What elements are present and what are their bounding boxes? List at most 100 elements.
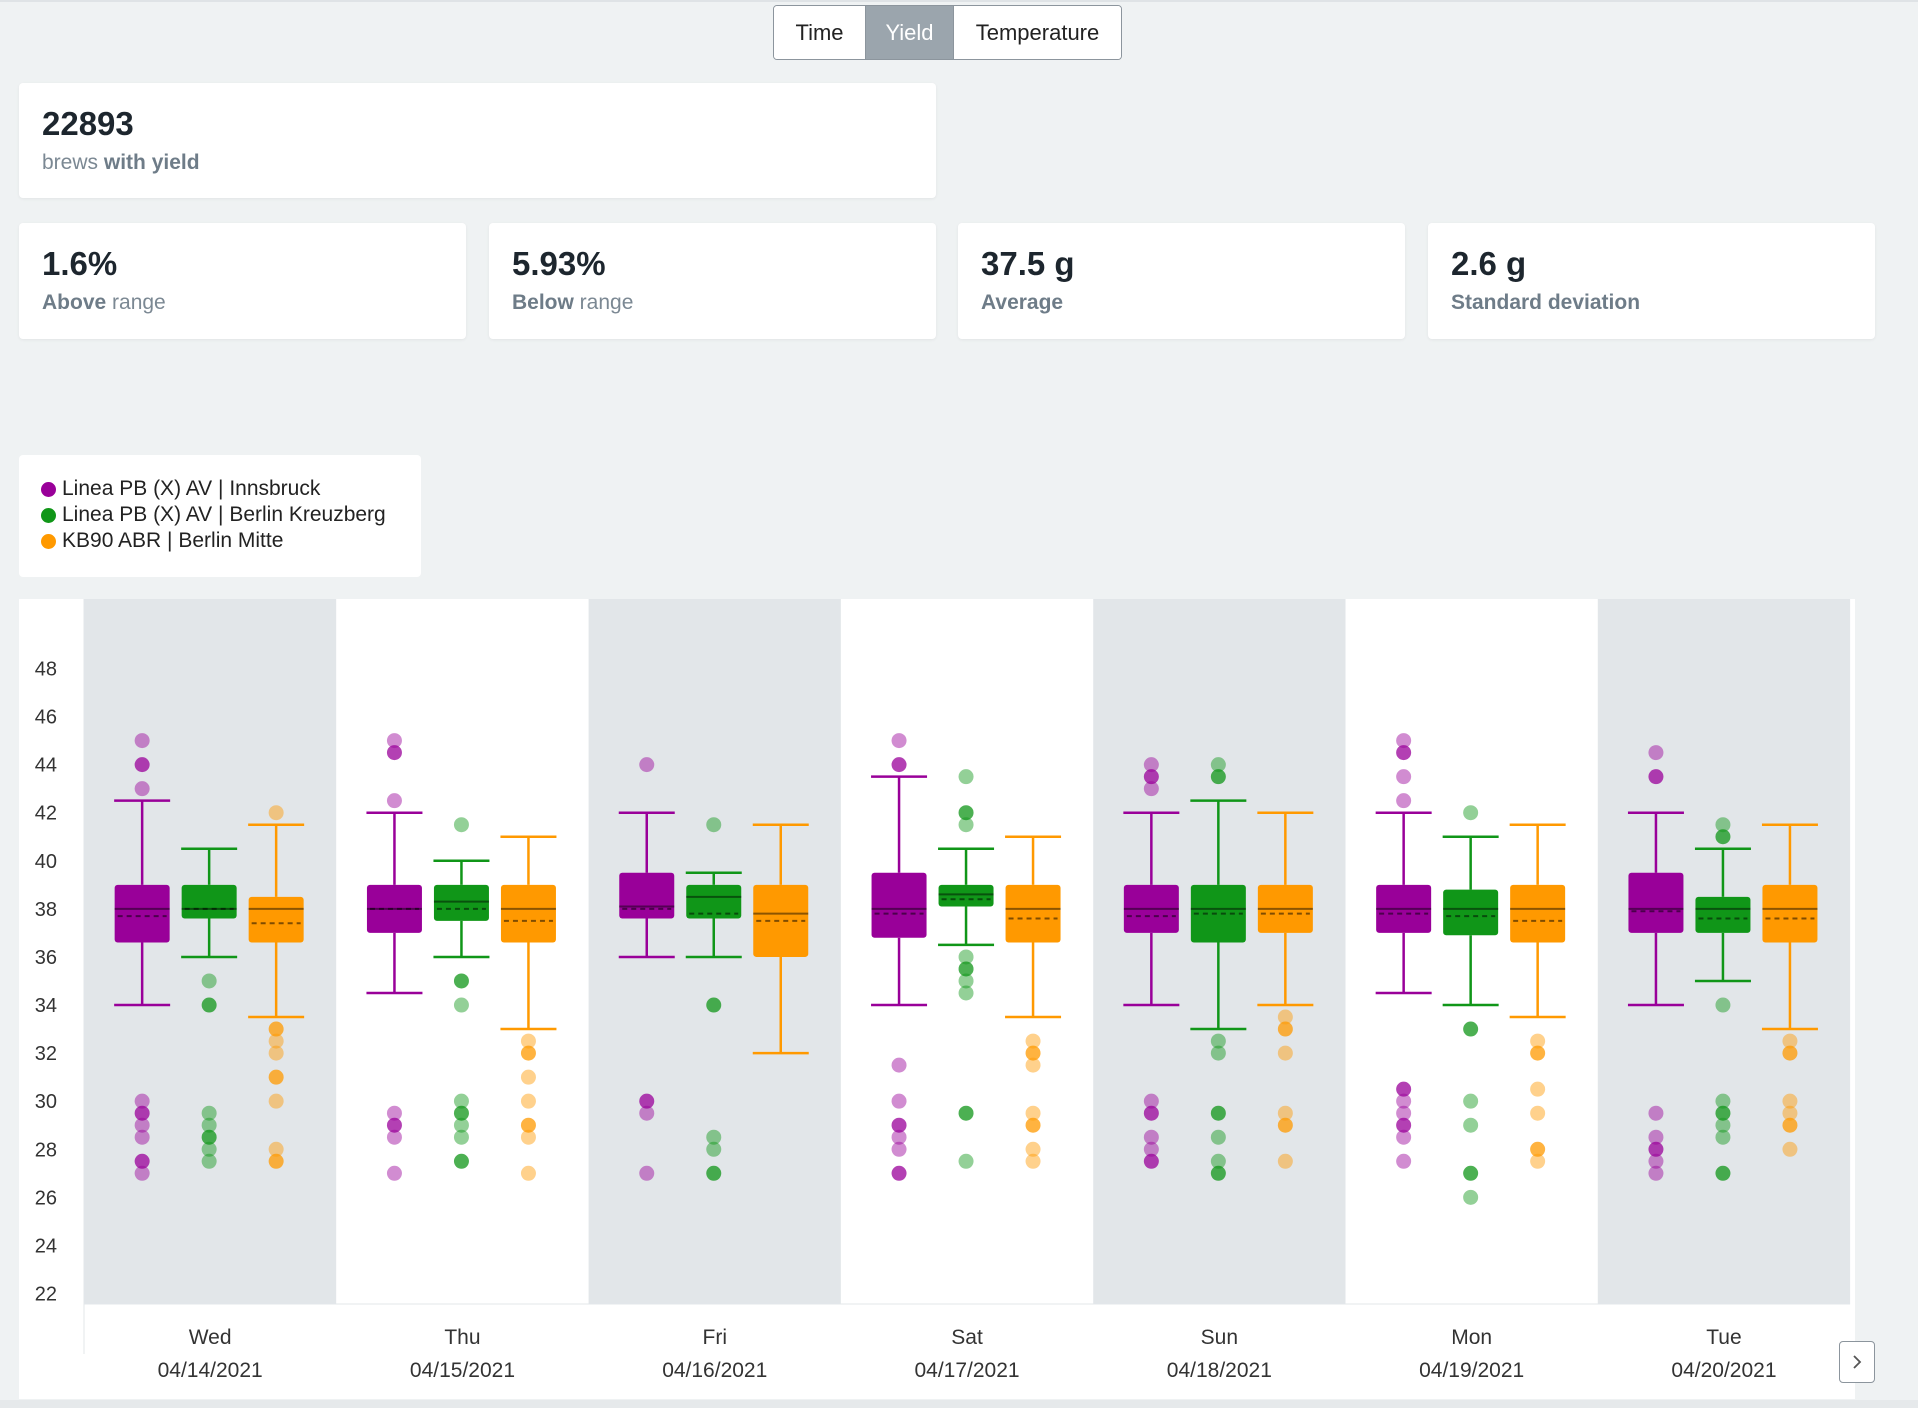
brew-count-label-bold: with yield <box>103 151 200 174</box>
outlier-point <box>1396 745 1412 761</box>
outlier-point <box>958 949 974 965</box>
legend-label: KB90 ABR | Berlin Mitte <box>62 529 284 552</box>
legend-item-berlin-mitte[interactable]: KB90 ABR | Berlin Mitte <box>41 529 283 553</box>
outlier-point <box>1396 769 1412 785</box>
y-tick-label: 36 <box>35 947 57 969</box>
box-iqr <box>1510 884 1566 943</box>
x-tick-day-label: Thu <box>444 1326 480 1349</box>
outlier-point <box>453 1093 469 1109</box>
outlier-point <box>958 817 974 833</box>
box-1-5 <box>1442 805 1499 1205</box>
outlier-point <box>1396 1153 1412 1169</box>
outlier-point <box>134 781 150 797</box>
stat-card-average: 37.5 g Average <box>958 223 1405 339</box>
outlier-point <box>268 1141 284 1157</box>
outlier-point <box>1782 1093 1798 1109</box>
yield-boxplot-chart: 22 24 26 28 30 32 34 36 38 40 42 44 46 48 Wed 04/14/202… <box>19 599 1855 1399</box>
stat-value: 2.6 g <box>1451 245 1527 282</box>
outlier-point <box>134 1093 150 1109</box>
stat-label: Below range <box>512 291 633 315</box>
legend-item-innsbruck[interactable]: Linea PB (X) AV | Innsbruck <box>41 477 320 501</box>
box-0-1 <box>366 733 423 1181</box>
x-tick-date-label: 04/17/2021 <box>914 1359 1019 1382</box>
stat-card-above-range: 1.6% Above range <box>19 223 466 339</box>
y-tick-label: 22 <box>35 1284 57 1306</box>
outlier-point <box>1210 1045 1226 1061</box>
outlier-point <box>1277 1105 1293 1121</box>
outlier-point <box>1463 1189 1479 1205</box>
y-tick-label: 42 <box>35 803 57 825</box>
box-iqr <box>938 884 994 907</box>
box-iqr <box>114 884 170 943</box>
legend-item-berlin-kreuzberg[interactable]: Linea PB (X) AV | Berlin Kreuzberg <box>41 503 386 527</box>
tab-yield[interactable]: Yield <box>866 6 954 59</box>
box-iqr <box>1257 884 1313 933</box>
outlier-point <box>1715 1117 1731 1133</box>
outlier-point <box>1530 1033 1546 1049</box>
outlier-point <box>958 1105 974 1121</box>
outlier-point <box>1396 1105 1412 1121</box>
top-divider <box>0 0 1918 2</box>
outlier-point <box>268 1021 284 1037</box>
stat-label-bold: Below <box>512 291 574 314</box>
outlier-point <box>386 745 402 761</box>
outlier-point <box>1025 1105 1041 1121</box>
box-iqr <box>1443 889 1499 936</box>
outlier-point <box>453 973 469 989</box>
box-iqr <box>500 884 556 943</box>
outlier-point <box>453 817 469 833</box>
legend-label: Linea PB (X) AV | Innsbruck <box>62 477 321 500</box>
outlier-point <box>201 1129 217 1145</box>
y-tick-label: 32 <box>35 1043 57 1065</box>
outlier-point <box>1210 769 1226 785</box>
outlier-point <box>1648 1141 1664 1157</box>
outlier-point <box>1396 1093 1412 1109</box>
outlier-point <box>1210 1165 1226 1181</box>
box-iqr <box>1190 884 1246 943</box>
stat-label: Above range <box>42 291 166 315</box>
outlier-point <box>520 1129 536 1145</box>
outlier-point <box>958 985 974 1001</box>
outlier-point <box>1277 1153 1293 1169</box>
outlier-point <box>639 757 655 773</box>
next-page-button[interactable] <box>1839 1341 1875 1383</box>
legend-label: Linea PB (X) AV | Berlin Kreuzberg <box>62 503 386 526</box>
outlier-point <box>1715 829 1731 845</box>
outlier-point <box>1143 769 1159 785</box>
outlier-point <box>958 1153 974 1169</box>
box-2-2 <box>752 823 809 1055</box>
tab-time[interactable]: Time <box>774 6 866 59</box>
outlier-point <box>1648 1153 1664 1169</box>
outlier-point <box>1530 1045 1546 1061</box>
stat-label-rest: range <box>573 291 634 314</box>
outlier-point <box>1782 1141 1798 1157</box>
outlier-point <box>1715 1093 1731 1109</box>
outlier-point <box>386 793 402 809</box>
box-0-6 <box>1627 745 1684 1181</box>
day-band <box>840 599 1094 1304</box>
x-tick-day-label: Sat <box>951 1326 983 1349</box>
outlier-point <box>1025 1033 1041 1049</box>
box-iqr <box>1762 884 1818 943</box>
outlier-point <box>891 1165 907 1181</box>
outlier-point <box>1396 733 1412 749</box>
box-0-0 <box>114 733 171 1181</box>
x-tick-day-label: Mon <box>1451 1326 1492 1349</box>
box-2-4 <box>1257 811 1314 1169</box>
tab-temperature[interactable]: Temperature <box>954 6 1121 59</box>
outlier-point <box>1463 1165 1479 1181</box>
x-tick-day-label: Sun <box>1201 1326 1238 1349</box>
outlier-point <box>958 973 974 989</box>
box-iqr <box>1123 884 1179 933</box>
outlier-point <box>706 997 722 1013</box>
outlier-point <box>891 733 907 749</box>
outlier-point <box>1648 1165 1664 1181</box>
outlier-point <box>891 757 907 773</box>
outlier-point <box>1782 1045 1798 1061</box>
outlier-point <box>1143 1093 1159 1109</box>
outlier-point <box>520 1033 536 1049</box>
x-tick-day-label: Fri <box>703 1326 728 1349</box>
box-1-4 <box>1190 757 1247 1181</box>
stat-label-rest: range <box>106 291 166 314</box>
outlier-point <box>891 1057 907 1073</box>
